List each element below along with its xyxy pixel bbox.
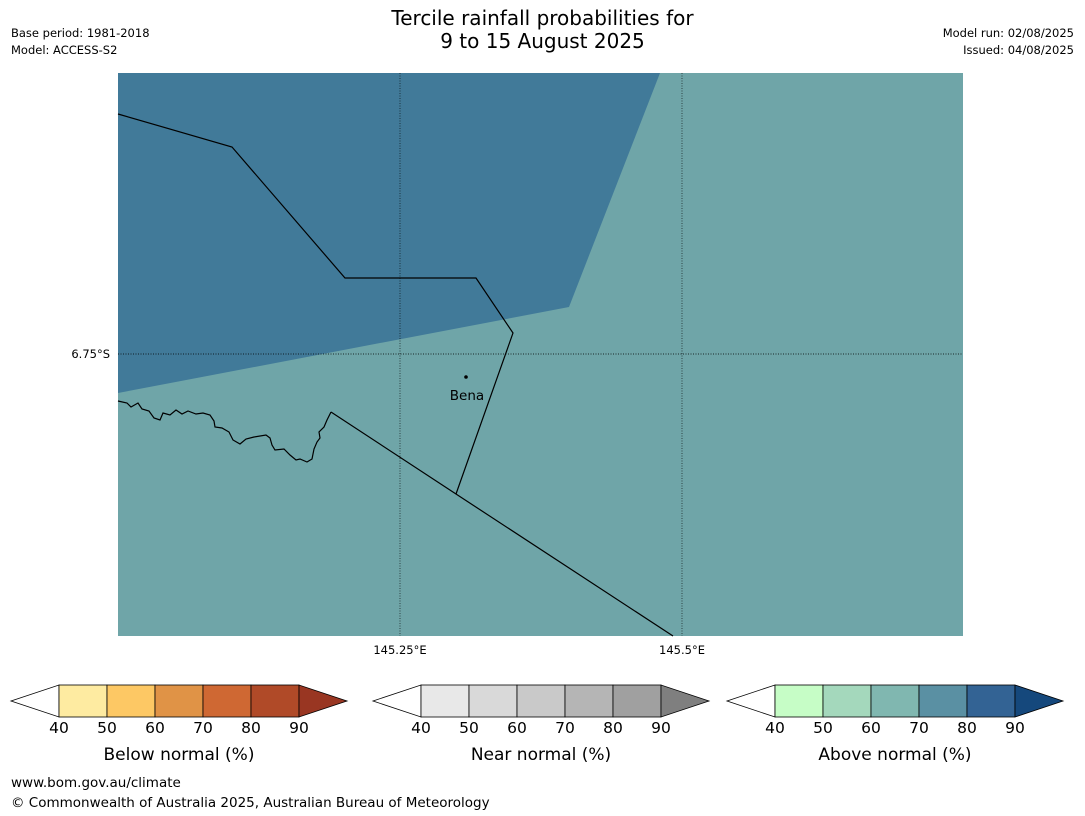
colorbar-tick: 70 [193,719,213,737]
colorbar-segment [420,684,470,718]
base-period-text: Base period: 1981-2018 [11,26,150,40]
footer-url: www.bom.gov.au/climate [11,775,181,791]
model-run-text: Model run: 02/08/2025 [942,26,1074,40]
colorbar-tick: 80 [957,719,977,737]
meta-left: Base period: 1981-2018 Model: ACCESS-S2 [11,25,150,59]
colorbar-segment [918,684,968,718]
colorbar-extend-high [1014,684,1065,718]
colorbar-segment [564,684,614,718]
colorbar-segment [612,684,662,718]
colorbar-tick: 60 [145,719,165,737]
colorbar-label: Near normal (%) [470,745,612,765]
colorbar-label: Above normal (%) [818,745,972,765]
colorbar-segment [154,684,204,718]
colorbar-extend-high [660,684,711,718]
title-line-1: Tercile rainfall probabilities for [391,6,694,30]
colorbar-segment [202,684,252,718]
colorbar-near: 40 50 60 70 80 90 Near normal (%) [362,680,724,770]
colorbar-tick: 50 [813,719,833,737]
issued-text: Issued: 04/08/2025 [963,43,1074,57]
meta-right: Model run: 02/08/2025 Issued: 04/08/2025 [943,25,1074,59]
boundary-line [117,113,514,495]
boundary-line [330,411,674,637]
colorbar-extend-high [298,684,349,718]
lat-tick-label: 6.75°S [71,347,110,361]
colorbar-tick: 90 [289,719,309,737]
colorbar-segment [250,684,300,718]
colorbar-tick: 60 [507,719,527,737]
colorbar-tick: 80 [603,719,623,737]
colorbar-segment [106,684,156,718]
colorbar-tick: 50 [97,719,117,737]
footer-copyright: © Commonwealth of Australia 2025, Austra… [11,795,490,811]
colorbar-segment [822,684,872,718]
colorbar-tick: 50 [459,719,479,737]
map-title: Tercile rainfall probabilities for 9 to … [0,7,1085,53]
colorbar-extend-low [9,684,60,718]
colorbar-below-svg [9,684,349,718]
above-normal-region [118,73,660,393]
colorbar-near-svg [371,684,711,718]
colorbar-extend-low [371,684,422,718]
town-label: Bena [450,388,484,404]
lon-tick-label: 145.5°E [659,643,705,657]
colorbar-tick: 40 [765,719,785,737]
lon-tick-label: 145.25°E [373,643,426,657]
colorbar-segment [774,684,824,718]
colorbar-tick: 40 [411,719,431,737]
colorbar-segment [966,684,1016,718]
colorbar-tick: 70 [555,719,575,737]
colorbar-tick: 60 [861,719,881,737]
colorbar-above-svg [725,684,1065,718]
colorbar-above: 40 50 60 70 80 90 Above normal (%) [716,680,1078,770]
colorbar-segment [516,684,566,718]
colorbar-segment [870,684,920,718]
model-text: Model: ACCESS-S2 [11,43,118,57]
colorbar-below: 40 50 60 70 80 90 Below normal (%) [0,680,362,770]
town-marker [464,375,468,379]
colorbar-tick: 90 [1005,719,1025,737]
title-line-2: 9 to 15 August 2025 [440,29,645,53]
colorbar-tick: 70 [909,719,929,737]
colorbar-tick: 40 [49,719,69,737]
colorbar-label: Below normal (%) [103,745,255,765]
map-canvas: Bena 6.75°S 145.25°E 145.5°E [71,73,963,657]
colorbar-tick: 80 [241,719,261,737]
colorbar-segment [468,684,518,718]
colorbar-extend-low [725,684,776,718]
colorbar-tick: 90 [651,719,671,737]
boundary-line [117,400,332,463]
colorbar-segment [58,684,108,718]
